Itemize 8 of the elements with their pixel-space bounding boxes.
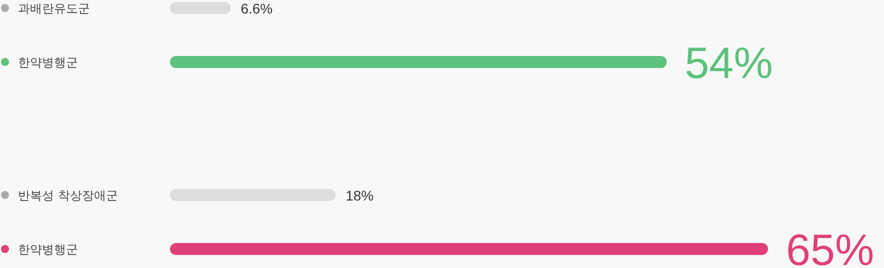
data-label: 65% — [786, 226, 874, 268]
data-label: 18% — [346, 188, 374, 204]
y-tick-label: 반복성 착상장애군 — [18, 188, 118, 202]
y-tick-label: 한약병행군 — [18, 56, 78, 70]
y-tick-label: 과배란유도군 — [18, 2, 90, 16]
y-tick-label: 한약병행군 — [18, 242, 78, 256]
data-label: 54% — [684, 39, 773, 88]
data-label: 6.6% — [240, 0, 273, 16]
